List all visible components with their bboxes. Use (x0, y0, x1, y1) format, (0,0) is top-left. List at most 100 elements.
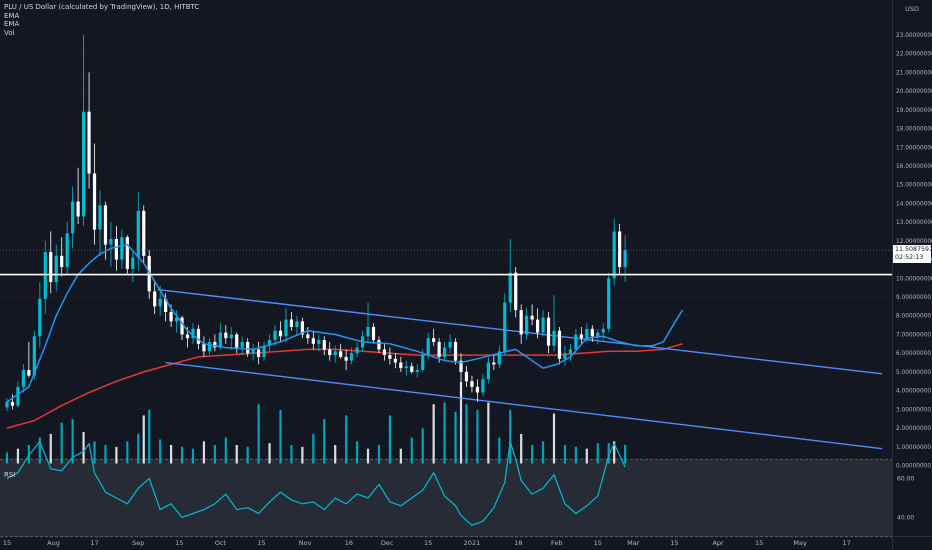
candle-body[interactable] (530, 315, 534, 320)
candle-body[interactable] (410, 366, 414, 372)
candle-body[interactable] (514, 272, 518, 311)
ema-slow-line[interactable] (6, 343, 683, 429)
candle-body[interactable] (464, 371, 469, 382)
candle-body[interactable] (557, 330, 562, 359)
candle-body[interactable] (393, 358, 397, 363)
candle-body[interactable] (207, 341, 211, 352)
candle-body[interactable] (65, 233, 69, 268)
candle-body[interactable] (125, 237, 129, 269)
candle-body[interactable] (60, 255, 64, 268)
candle-body[interactable] (251, 349, 255, 354)
candle-body[interactable] (98, 205, 102, 230)
candle-body[interactable] (535, 319, 540, 333)
candle-body[interactable] (322, 340, 326, 350)
candle-body[interactable] (328, 349, 332, 356)
candle-body[interactable] (213, 341, 217, 348)
candle-body[interactable] (142, 210, 146, 256)
candle-body[interactable] (585, 328, 589, 339)
candle-body[interactable] (568, 349, 573, 354)
candle-body[interactable] (541, 317, 545, 333)
candle-body[interactable] (333, 351, 337, 356)
candle-body[interactable] (607, 278, 611, 329)
candle-body[interactable] (229, 334, 233, 339)
candle-body[interactable] (508, 272, 512, 303)
candle-body[interactable] (257, 349, 261, 357)
candle-body[interactable] (87, 111, 91, 174)
rsi-path[interactable] (6, 440, 626, 526)
candle-body[interactable] (267, 340, 272, 346)
candle-body[interactable] (295, 321, 299, 327)
candle-body[interactable] (224, 332, 228, 339)
candle-body[interactable] (426, 338, 430, 356)
candle-body[interactable] (574, 334, 578, 350)
candle-body[interactable] (32, 336, 36, 376)
candle-body[interactable] (300, 321, 304, 335)
horizontal-level-line[interactable] (0, 249, 892, 276)
candle-body[interactable] (596, 332, 600, 337)
candle-body[interactable] (289, 319, 294, 327)
candle-body[interactable] (202, 343, 206, 352)
candle-body[interactable] (355, 347, 359, 354)
candle-body[interactable] (262, 345, 266, 357)
candle-body[interactable] (618, 231, 622, 268)
candle-body[interactable] (306, 334, 310, 339)
candle-body[interactable] (552, 330, 556, 346)
candle-body[interactable] (377, 340, 381, 350)
candle-body[interactable] (382, 349, 387, 356)
trendline[interactable] (165, 361, 883, 450)
ema-slow-path[interactable] (6, 343, 683, 429)
candle-body[interactable] (43, 252, 47, 299)
indicator-ema-slow-label[interactable]: EMA (4, 20, 20, 29)
candle-body[interactable] (459, 360, 463, 372)
time-axis[interactable]: 15 Aug 17 Sep 15 Oct 15 Nov 16 Dec 15 2021 18 Feb 15 Ma… (3, 539, 851, 547)
candle-body[interactable] (174, 317, 179, 322)
candle-body[interactable] (16, 386, 20, 406)
candle-body[interactable] (284, 319, 288, 337)
candle-body[interactable] (404, 366, 408, 369)
candle-body[interactable] (388, 355, 392, 359)
candle-body[interactable] (432, 338, 436, 342)
candle-body[interactable] (448, 341, 452, 348)
candle-body[interactable] (76, 201, 80, 217)
candle-body[interactable] (5, 401, 9, 408)
candle-body[interactable] (371, 326, 376, 341)
candle-body[interactable] (131, 257, 135, 269)
candle-body[interactable] (240, 341, 244, 348)
rsi-axis[interactable]: 60.00 40.00 (897, 476, 914, 522)
candle-body[interactable] (421, 355, 425, 371)
candle-body[interactable] (21, 370, 26, 387)
ema-fast-line[interactable] (6, 243, 684, 403)
price-axis[interactable]: USD 0.00000000 1.00000000 2.00000000 3.00000… (896, 5, 932, 470)
candle-body[interactable] (273, 330, 277, 341)
candle-body[interactable] (486, 362, 490, 380)
candle-body[interactable] (525, 315, 529, 335)
candle-body[interactable] (612, 231, 616, 279)
candle-body[interactable] (399, 362, 403, 369)
candle-body[interactable] (164, 298, 168, 312)
candle-body[interactable] (344, 356, 348, 361)
candle-body[interactable] (158, 298, 162, 307)
candle-body[interactable] (136, 210, 140, 258)
candle-body[interactable] (278, 330, 283, 337)
candle-body[interactable] (114, 238, 118, 260)
candle-body[interactable] (10, 401, 15, 406)
candle-body[interactable] (49, 252, 53, 283)
candle-body[interactable] (339, 351, 343, 357)
candle-body[interactable] (38, 298, 42, 337)
candle-body[interactable] (475, 386, 480, 393)
candle-body[interactable] (109, 238, 113, 245)
candle-body[interactable] (366, 326, 370, 337)
candle-body[interactable] (546, 317, 551, 346)
candle-body[interactable] (218, 332, 222, 348)
candle-body[interactable] (27, 370, 31, 376)
candle-body[interactable] (246, 341, 250, 354)
candle-body[interactable] (503, 302, 507, 352)
candle-body[interactable] (437, 341, 441, 357)
candle-body[interactable] (81, 111, 86, 217)
candle-body[interactable] (196, 328, 201, 344)
candle-body[interactable] (103, 205, 108, 245)
candle-body[interactable] (590, 328, 594, 337)
rsi-line[interactable] (6, 440, 626, 526)
candle-body[interactable] (623, 250, 627, 268)
